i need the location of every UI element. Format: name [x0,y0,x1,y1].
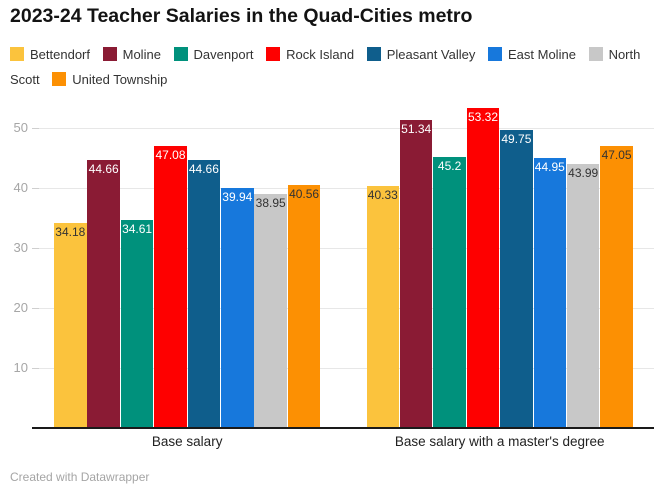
bar-east-moline: 39.94 [221,188,254,428]
bar-united-township: 40.56 [287,184,321,428]
legend-item: Bettendorf [10,47,90,62]
bar-value-label: 51.34 [401,121,432,136]
y-tick-label: 50 [13,120,28,135]
legend-item: United Township [52,72,167,87]
bar-value-label: 39.94 [222,190,253,205]
legend-swatch [52,72,67,86]
x-axis-line [32,427,654,429]
gridline [32,248,654,249]
axis-tick [32,128,39,129]
y-tick-label: 20 [13,300,28,315]
bar-value-label: 44.95 [534,160,565,175]
legend-swatch [173,47,188,61]
legend-swatch [266,47,281,61]
gridline [32,128,654,129]
bar-value-label: 53.32 [467,110,498,125]
bar-moline: 51.34 [399,119,433,428]
x-category-label: Base salary with a master's degree [394,434,605,449]
y-tick-label: 40 [13,180,28,195]
x-category-label: Base salary [151,434,223,449]
legend-item: East Moline [488,47,576,62]
bar-davenport: 34.61 [120,220,154,428]
chart-title: 2023-24 Teacher Salaries in the Quad-Cit… [10,5,473,27]
axis-tick [32,248,39,249]
legend-item: Moline [102,47,161,62]
attribution: Created with Datawrapper [10,470,150,484]
legend-swatch [366,47,381,61]
bar-value-label: 47.08 [155,147,186,162]
axis-tick [32,368,39,369]
bar-rock-island: 53.32 [466,108,500,428]
legend-swatch [10,47,24,61]
y-tick-label: 10 [13,360,28,375]
legend-swatch [588,47,603,61]
bar-north-scott: 38.95 [254,194,287,428]
gridline [32,188,654,189]
bar-pleasant-valley: 44.66 [187,160,221,428]
bar-value-label: 40.33 [367,188,398,203]
axis-tick [32,308,39,309]
bar-davenport: 45.2 [433,156,466,428]
legend-swatch [488,47,502,61]
bar-value-label: 40.56 [289,186,320,201]
bar-rock-island: 47.08 [154,145,187,428]
bar-value-label: 44.66 [88,162,119,177]
legend-swatch [102,47,117,61]
bar-united-township: 47.05 [600,145,633,428]
axis-tick [32,188,39,189]
gridline [32,308,654,309]
bar-value-label: 43.99 [568,166,599,181]
bar-bettendorf: 40.33 [366,186,400,428]
legend-item: Rock Island [266,47,354,62]
bar-north-scott: 43.99 [566,164,600,428]
bar-bettendorf: 34.18 [54,222,87,428]
bar-east-moline: 44.95 [533,158,567,428]
legend-item: Pleasant Valley [366,47,475,62]
legend: Bettendorf Moline Davenport Rock Island … [10,42,652,92]
bar-value-label: 34.61 [122,222,153,237]
bar-pleasant-valley: 49.75 [500,129,533,428]
gridline [32,368,654,369]
bar-value-label: 45.2 [437,158,462,173]
y-tick-label: 30 [13,240,28,255]
bar-value-label: 47.05 [601,147,632,162]
legend-item: North Scott [10,47,641,87]
bar-value-label: 49.75 [501,131,532,146]
bar-moline: 44.66 [87,160,120,428]
legend-item: Davenport [173,47,254,62]
bar-value-label: 38.95 [255,196,286,211]
bar-value-label: 44.66 [188,162,219,177]
bar-value-label: 34.18 [55,224,86,239]
